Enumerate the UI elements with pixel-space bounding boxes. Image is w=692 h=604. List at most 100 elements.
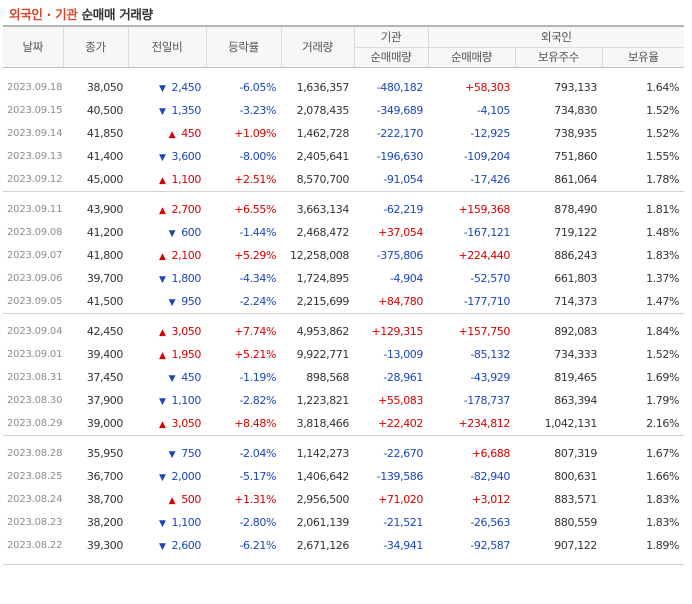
triangle-down-icon: ▼ xyxy=(158,107,166,117)
cell-volume: 8,570,700 xyxy=(296,173,350,186)
cell-volume: 9,922,771 xyxy=(296,348,350,361)
table-row: 2023.08.25 36,700 ▼ 2,000 -5.17% 1,406,642 -13… xyxy=(3,465,684,488)
cell-inst-net: +129,315 xyxy=(371,325,423,338)
cell-volume: 2,215,699 xyxy=(296,295,350,308)
cell-hold-ratio: 1.79% xyxy=(646,394,680,407)
cell-holdings: 719,122 xyxy=(554,226,597,239)
cell-foreign-net: +234,812 xyxy=(458,417,510,430)
cell-volume: 1,462,728 xyxy=(296,127,350,140)
table-row: 2023.08.29 39,000 ▲ 3,050 +8.48% 3,818,466 +22… xyxy=(3,412,684,436)
table-row: 2023.08.31 37,450 ▼ 450 -1.19% 898,568 -28,961… xyxy=(3,366,684,389)
table-row: 2023.08.23 38,200 ▼ 1,100 -2.80% 2,061,139 -21… xyxy=(3,511,684,534)
cell-close: 41,500 xyxy=(86,295,123,308)
cell-date: 2023.08.23 xyxy=(7,517,63,528)
cell-date: 2023.08.25 xyxy=(7,471,63,482)
change-value: 450 xyxy=(181,127,201,140)
table-row: 2023.09.08 41,200 ▼ 600 -1.44% 2,468,472 +37,0… xyxy=(3,221,684,244)
cell-change: ▲ 1,100 xyxy=(128,168,206,192)
cell-date: 2023.09.18 xyxy=(7,82,63,93)
cell-change: ▲ 3,050 xyxy=(128,412,206,436)
cell-foreign-net: +224,440 xyxy=(458,249,510,262)
cell-volume: 1,142,273 xyxy=(296,447,350,460)
cell-date: 2023.09.15 xyxy=(7,105,63,116)
cell-inst-net: -196,630 xyxy=(376,150,424,163)
cell-holdings: 751,860 xyxy=(554,150,597,163)
cell-volume: 2,061,139 xyxy=(296,516,350,529)
cell-inst-net: +22,402 xyxy=(378,417,423,430)
cell-foreign-net: +58,303 xyxy=(465,81,510,94)
cell-rate: +1.09% xyxy=(234,127,276,140)
cell-hold-ratio: 1.78% xyxy=(646,173,680,186)
row-spacer xyxy=(3,313,685,320)
header-close: 종가 xyxy=(62,25,128,68)
cell-hold-ratio: 1.67% xyxy=(646,447,680,460)
cell-foreign-net: +159,368 xyxy=(458,203,510,216)
cell-rate: +5.29% xyxy=(234,249,276,262)
header-foreign: 외국인 xyxy=(427,25,685,47)
cell-change: ▲ 2,100 xyxy=(128,244,206,267)
cell-change: ▼ 1,100 xyxy=(128,511,206,534)
table-body: 2023.09.18 38,050 ▼ 2,450 -6.05% 1,636,357 -48… xyxy=(3,68,685,565)
cell-volume: 2,078,435 xyxy=(296,104,350,117)
cell-date: 2023.08.22 xyxy=(7,540,63,551)
cell-change: ▲ 500 xyxy=(128,488,206,511)
cell-rate: -4.34% xyxy=(239,272,276,285)
cell-inst-net: -62,219 xyxy=(383,203,423,216)
cell-date: 2023.08.29 xyxy=(7,418,63,429)
cell-holdings: 880,559 xyxy=(554,516,597,529)
cell-change: ▼ 2,000 xyxy=(128,465,206,488)
cell-rate: +1.31% xyxy=(234,493,276,506)
triangle-down-icon: ▼ xyxy=(168,450,176,460)
cell-holdings: 883,571 xyxy=(554,493,597,506)
cell-change: ▲ 450 xyxy=(128,122,206,145)
cell-close: 37,900 xyxy=(86,394,123,407)
triangle-down-icon: ▼ xyxy=(168,298,176,308)
cell-holdings: 661,803 xyxy=(554,272,597,285)
cell-inst-net: -222,170 xyxy=(376,127,424,140)
cell-change: ▼ 1,800 xyxy=(128,267,206,290)
cell-hold-ratio: 1.83% xyxy=(646,516,680,529)
header-date: 날짜 xyxy=(3,25,63,68)
section-title-volume: 순매매 거래량 xyxy=(81,7,154,22)
cell-holdings: 734,830 xyxy=(554,104,597,117)
cell-foreign-net: -4,105 xyxy=(476,104,510,117)
cell-rate: -8.00% xyxy=(239,150,276,163)
cell-foreign-net: -178,737 xyxy=(463,394,511,407)
change-value: 2,600 xyxy=(171,539,202,552)
cell-rate: -6.05% xyxy=(239,81,276,94)
cell-hold-ratio: 1.55% xyxy=(646,150,680,163)
cell-rate: -1.44% xyxy=(239,226,276,239)
cell-rate: -6.21% xyxy=(239,539,276,552)
cell-change: ▲ 1,950 xyxy=(128,343,206,366)
cell-holdings: 907,122 xyxy=(554,539,597,552)
cell-foreign-net: -82,940 xyxy=(470,470,510,483)
cell-inst-net: +55,083 xyxy=(378,394,423,407)
change-value: 750 xyxy=(181,447,201,460)
triangle-up-icon: ▲ xyxy=(168,496,176,506)
cell-rate: +8.48% xyxy=(234,417,276,430)
cell-hold-ratio: 1.47% xyxy=(646,295,680,308)
cell-close: 38,200 xyxy=(86,516,123,529)
table-row: 2023.09.18 38,050 ▼ 2,450 -6.05% 1,636,357 -48… xyxy=(3,76,684,99)
triangle-down-icon: ▼ xyxy=(158,275,166,285)
table-row: 2023.09.05 41,500 ▼ 950 -2.24% 2,215,699 +84,7… xyxy=(3,290,684,314)
cell-date: 2023.09.04 xyxy=(7,326,63,337)
cell-date: 2023.08.24 xyxy=(7,494,63,505)
triangle-up-icon: ▲ xyxy=(158,176,166,186)
cell-inst-net: -21,521 xyxy=(383,516,423,529)
row-spacer xyxy=(3,435,685,442)
cell-inst-net: -13,009 xyxy=(383,348,423,361)
cell-change: ▲ 2,700 xyxy=(128,198,206,221)
table-row: 2023.08.28 35,950 ▼ 750 -2.04% 1,142,273 -22,6… xyxy=(3,442,684,465)
cell-change: ▼ 750 xyxy=(128,442,206,465)
row-spacer xyxy=(3,68,684,77)
change-value: 3,600 xyxy=(171,150,202,163)
cell-change: ▼ 1,350 xyxy=(128,99,206,122)
header-hold-ratio: 보유율 xyxy=(601,46,685,68)
cell-date: 2023.08.31 xyxy=(7,372,63,383)
cell-foreign-net: -12,925 xyxy=(470,127,510,140)
cell-volume: 3,663,134 xyxy=(296,203,350,216)
cell-date: 2023.09.05 xyxy=(7,296,63,307)
triangle-down-icon: ▼ xyxy=(168,229,176,239)
cell-close: 42,450 xyxy=(86,325,123,338)
